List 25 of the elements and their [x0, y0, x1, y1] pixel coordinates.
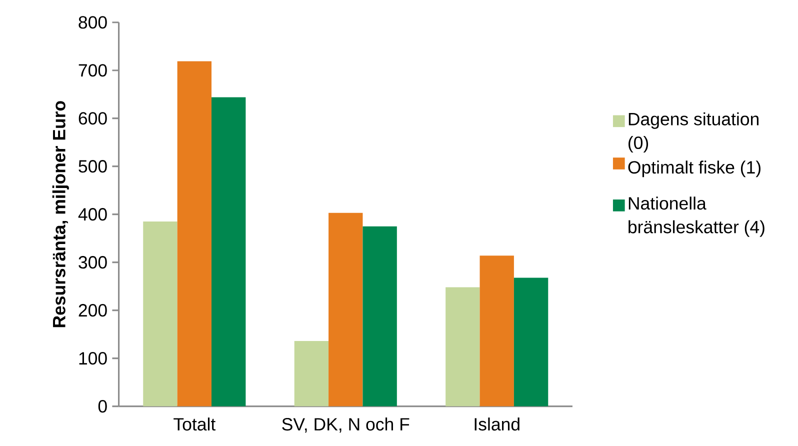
legend-label: Optimalt fiske (1) [628, 160, 760, 178]
bar [514, 278, 548, 406]
y-axis-title: Resursränta, miljoner Euro [52, 101, 69, 328]
x-tick-label: Totalt [174, 418, 216, 431]
legend-label: Dagens situation (0) [628, 112, 758, 153]
bar [212, 97, 246, 406]
y-tick-label: 200 [78, 304, 107, 317]
y-tick-label: 0 [98, 400, 107, 413]
y-tick-label: 100 [79, 352, 107, 365]
x-tick-label: Island [474, 418, 520, 431]
bar [177, 61, 212, 406]
bar [143, 222, 178, 406]
bar [362, 226, 397, 406]
bar [480, 256, 514, 406]
y-tick-label: 700 [78, 64, 107, 77]
bar [328, 213, 363, 406]
y-tick-label: 500 [78, 160, 107, 173]
y-tick-label: 600 [78, 112, 107, 125]
y-tick-label: 300 [78, 256, 107, 269]
bar [446, 287, 480, 406]
legend-label: Nationella bränsleskatter (4) [628, 196, 764, 237]
bar [294, 341, 329, 406]
x-tick-label: SV, DK, N och F [282, 418, 410, 433]
y-tick-label: 400 [78, 208, 107, 221]
y-tick-label: 800 [78, 16, 107, 29]
